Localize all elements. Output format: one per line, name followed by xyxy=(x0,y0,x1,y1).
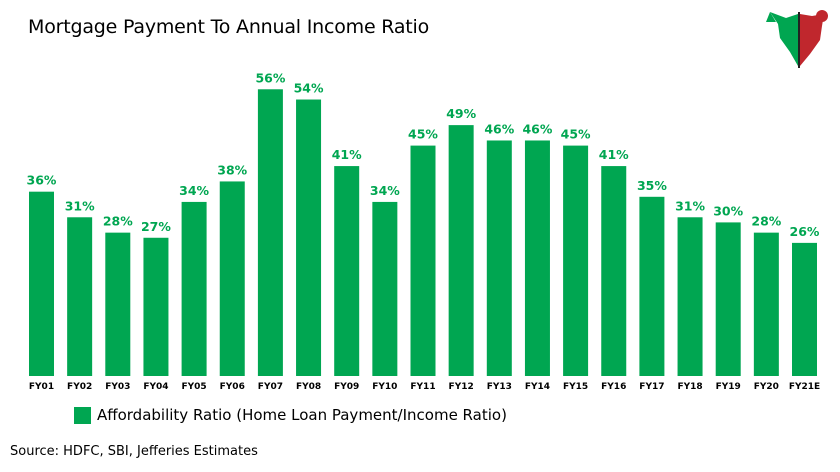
bar-fy09 xyxy=(334,166,360,376)
bar-fy16 xyxy=(601,166,627,376)
category-label-fy15: FY15 xyxy=(563,382,588,392)
category-label-fy06: FY06 xyxy=(220,382,245,392)
category-label-fy20: FY20 xyxy=(754,382,779,392)
category-label-fy21e: FY21E xyxy=(789,382,820,392)
category-label-fy09: FY09 xyxy=(334,382,359,392)
value-label-group: 36% 31% 28% 27% 34% 38% 56% 54% 41% 34% 45% 49% 46% 4… xyxy=(27,70,820,239)
category-label-fy14: FY14 xyxy=(525,382,550,392)
value-label-fy01: 36% xyxy=(27,173,57,188)
legend-label: Affordability Ratio (Home Loan Payment/I… xyxy=(97,406,507,424)
category-label-fy17: FY17 xyxy=(639,382,664,392)
value-label-fy11: 45% xyxy=(408,127,438,142)
value-label-fy17: 35% xyxy=(637,178,667,193)
value-label-fy15: 45% xyxy=(561,127,591,142)
value-label-fy02: 31% xyxy=(65,198,95,213)
value-label-fy18: 31% xyxy=(675,198,705,213)
category-label-fy16: FY16 xyxy=(601,382,626,392)
bear-head-shape xyxy=(800,14,824,66)
bar-fy08 xyxy=(296,99,322,377)
legend: Affordability Ratio (Home Loan Payment/I… xyxy=(74,406,507,424)
bar-fy02 xyxy=(67,217,93,376)
bar-fy18 xyxy=(677,217,703,376)
bull-head-shape xyxy=(770,12,798,66)
category-label-fy18: FY18 xyxy=(677,382,702,392)
bull-horn-shape xyxy=(766,12,776,22)
bar-fy07 xyxy=(257,89,283,376)
category-label-fy13: FY13 xyxy=(487,382,512,392)
bar-fy04 xyxy=(143,237,169,376)
bar-fy19 xyxy=(715,222,741,376)
value-label-fy09: 41% xyxy=(332,147,362,162)
chart-title: Mortgage Payment To Annual Income Ratio xyxy=(28,16,430,38)
value-label-fy08: 54% xyxy=(294,81,324,96)
bar-fy12 xyxy=(448,125,474,377)
value-label-fy19: 30% xyxy=(713,203,743,218)
value-label-fy14: 46% xyxy=(522,121,552,136)
category-label-fy11: FY11 xyxy=(410,382,435,392)
value-label-fy10: 34% xyxy=(370,183,400,198)
category-label-fy07: FY07 xyxy=(258,382,283,392)
value-label-fy20: 28% xyxy=(751,214,781,229)
bar-fy01 xyxy=(29,191,54,376)
value-label-fy13: 46% xyxy=(484,121,514,136)
bull-bear-logo-icon xyxy=(766,10,828,68)
bar-fy13 xyxy=(486,140,512,376)
category-label-fy04: FY04 xyxy=(143,382,168,392)
bar-fy05 xyxy=(181,201,207,376)
value-label-fy03: 28% xyxy=(103,214,133,229)
value-label-fy05: 34% xyxy=(179,183,209,198)
bar-fy20 xyxy=(753,232,779,376)
category-label-fy10: FY10 xyxy=(372,382,397,392)
source-note: Source: HDFC, SBI, Jefferies Estimates xyxy=(10,444,258,459)
logo-divider xyxy=(798,12,800,68)
legend-swatch xyxy=(74,406,91,424)
category-label-fy19: FY19 xyxy=(716,382,741,392)
category-label-fy12: FY12 xyxy=(449,382,474,392)
bar-group xyxy=(29,89,817,377)
category-label-group: FY01 FY02 FY03 FY04 FY05 FY06 FY07 FY08 FY09 FY10… xyxy=(29,382,820,392)
bar-fy15 xyxy=(563,145,589,376)
bar-fy21e xyxy=(792,242,817,376)
value-label-fy12: 49% xyxy=(446,106,476,121)
value-label-fy06: 38% xyxy=(217,162,247,177)
value-label-fy16: 41% xyxy=(599,147,629,162)
bear-ear-shape xyxy=(816,10,828,22)
bar-chart: 36% 31% 28% 27% 34% 38% 56% 54% 41% 34% 45% 49% 46% 4… xyxy=(27,70,821,392)
bar-fy11 xyxy=(410,145,436,376)
bar-fy14 xyxy=(524,140,550,376)
value-label-fy07: 56% xyxy=(255,70,285,85)
category-label-fy05: FY05 xyxy=(181,382,206,392)
bar-fy03 xyxy=(105,232,131,376)
category-label-fy01: FY01 xyxy=(29,382,54,392)
value-label-fy21e: 26% xyxy=(790,224,820,239)
value-label-fy04: 27% xyxy=(141,219,171,234)
category-label-fy03: FY03 xyxy=(105,382,130,392)
bar-fy17 xyxy=(639,196,665,376)
bar-fy10 xyxy=(372,201,398,376)
bar-fy06 xyxy=(219,181,245,376)
category-label-fy02: FY02 xyxy=(67,382,92,392)
category-label-fy08: FY08 xyxy=(296,382,321,392)
